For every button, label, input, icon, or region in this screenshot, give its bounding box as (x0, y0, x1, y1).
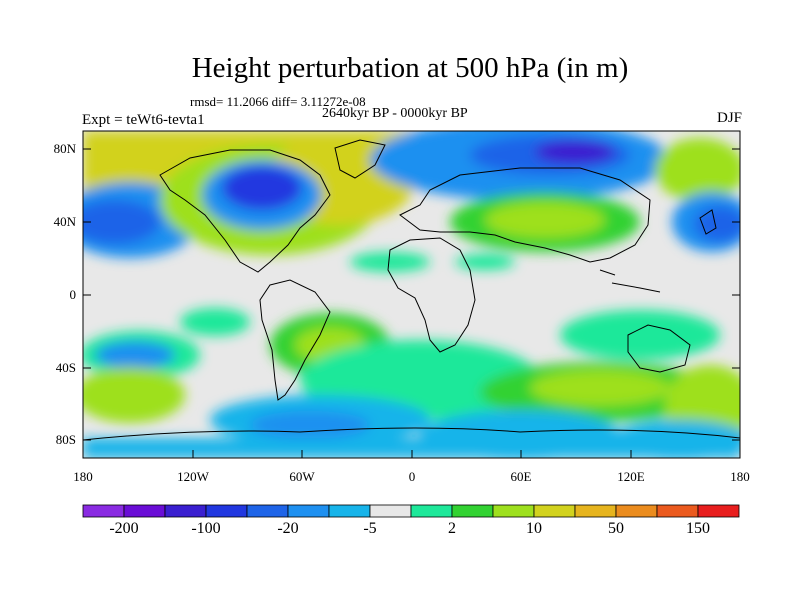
colorbar-swatch (205, 504, 248, 518)
x-tick-label: 0 (409, 469, 416, 484)
colorbar-swatch (164, 504, 207, 518)
x-tick-label: 60E (511, 469, 532, 484)
colorbar-swatch (656, 504, 699, 518)
colorbar-swatch (410, 504, 453, 518)
x-tick-label: 180 (73, 469, 93, 484)
colorbar-swatch (574, 504, 617, 518)
colorbar-swatch (533, 504, 576, 518)
colorbar-swatch (697, 504, 740, 518)
colorbar-label: -200 (109, 520, 138, 537)
colorbar-swatch (246, 504, 289, 518)
colorbar-swatch (451, 504, 494, 518)
y-tick-label: 40S (56, 360, 76, 375)
colorbar-label: 50 (608, 520, 624, 537)
colorbar-swatch (492, 504, 535, 518)
rmsd-label: rmsd= 11.2066 diff= 3.11272e-08 (190, 94, 366, 109)
y-tick-label: 40N (54, 214, 77, 229)
colorbar-swatch (615, 504, 658, 518)
period-label: 2640kyr BP - 0000kyr BP (322, 106, 468, 121)
colorbar-label: 150 (686, 520, 710, 537)
y-tick-label: 80N (54, 141, 77, 156)
y-tick-label: 80S (56, 432, 76, 447)
x-tick-label: 60W (289, 469, 315, 484)
x-tick-label: 120E (617, 469, 645, 484)
coastlines (83, 139, 740, 441)
colorbar-swatch (328, 504, 371, 518)
colorbar-label: 10 (526, 520, 542, 537)
colorbar-label: 2 (448, 520, 456, 537)
x-tick-label: 120W (177, 469, 210, 484)
y-tick-label: 0 (70, 287, 77, 302)
colorbar-swatch (369, 504, 412, 518)
colorbar-label: -100 (191, 520, 220, 537)
map-title: Height perturbation at 500 hPa (in m) (191, 52, 629, 84)
season-label: DJF (716, 110, 742, 126)
colorbar-label: -5 (363, 520, 376, 537)
colorbar-swatch (287, 504, 330, 518)
map-field (83, 131, 740, 458)
colorbar (82, 504, 740, 518)
experiment-label: Expt = teWt6-tevta1 (82, 112, 205, 128)
colorbar-swatch (82, 504, 125, 518)
colorbar-swatch (123, 504, 166, 518)
colorbar-label: -20 (277, 520, 298, 537)
x-tick-label: 180 (730, 469, 750, 484)
